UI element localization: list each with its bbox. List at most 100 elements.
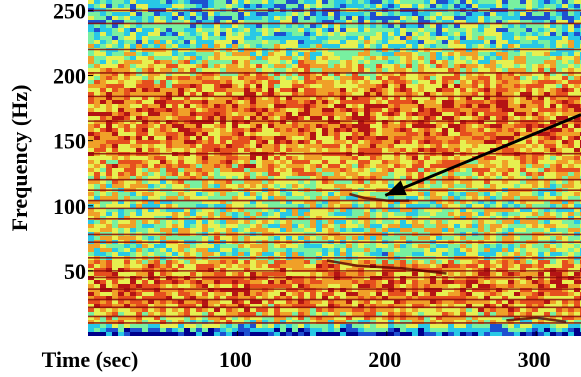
heatmap-cell xyxy=(268,220,274,224)
heatmap-cell xyxy=(232,24,238,28)
heatmap-cell xyxy=(88,180,94,184)
heatmap-cell xyxy=(262,28,268,32)
heatmap-cell xyxy=(214,228,220,232)
heatmap-cell xyxy=(418,164,424,168)
heatmap-cell xyxy=(382,24,388,28)
heatmap-cell xyxy=(526,12,532,16)
heatmap-cell xyxy=(154,84,160,88)
heatmap-cell xyxy=(130,164,136,168)
heatmap-cell xyxy=(508,156,514,160)
heatmap-cell xyxy=(562,44,568,48)
heatmap-cell xyxy=(232,184,238,188)
heatmap-cell xyxy=(112,144,118,148)
heatmap-cell xyxy=(124,124,130,128)
heatmap-cell xyxy=(352,128,358,132)
heatmap-cell xyxy=(340,148,346,152)
heatmap-cell xyxy=(118,100,124,104)
heatmap-cell xyxy=(574,24,580,28)
heatmap-cell xyxy=(382,224,388,228)
heatmap-cell xyxy=(286,112,292,116)
heatmap-cell xyxy=(100,136,106,140)
heatmap-cell xyxy=(268,104,274,108)
heatmap-cell xyxy=(532,112,538,116)
heatmap-cell xyxy=(244,180,250,184)
heatmap-cell xyxy=(556,184,562,188)
heatmap-cell xyxy=(292,172,298,176)
heatmap-cell xyxy=(100,168,106,172)
heatmap-cell xyxy=(388,32,394,36)
heatmap-cell xyxy=(370,56,376,60)
heatmap-cell xyxy=(208,84,214,88)
heatmap-cell xyxy=(136,228,142,232)
heatmap-cell xyxy=(442,164,448,168)
heatmap-cell xyxy=(184,148,190,152)
heatmap-cell xyxy=(448,80,454,84)
heatmap-cell xyxy=(286,136,292,140)
heatmap-cell xyxy=(358,144,364,148)
heatmap-cell xyxy=(346,0,352,4)
heatmap-cell xyxy=(388,60,394,64)
heatmap-cell xyxy=(274,16,280,20)
heatmap-cell xyxy=(250,44,256,48)
heatmap-cell xyxy=(130,116,136,120)
heatmap-cell xyxy=(292,160,298,164)
heatmap-cell xyxy=(196,108,202,112)
heatmap-cell xyxy=(514,44,520,48)
heatmap-cell xyxy=(196,12,202,16)
heatmap-cell xyxy=(388,28,394,32)
heatmap-cell xyxy=(352,52,358,56)
heatmap-cell xyxy=(364,200,370,204)
heatmap-cell xyxy=(268,4,274,8)
heatmap-cell xyxy=(100,12,106,16)
heatmap-cell xyxy=(352,168,358,172)
heatmap-cell xyxy=(142,160,148,164)
heatmap-cell xyxy=(352,64,358,68)
heatmap-cell xyxy=(340,224,346,228)
heatmap-cell xyxy=(274,28,280,32)
heatmap-cell xyxy=(88,44,94,48)
heatmap-cell xyxy=(106,24,112,28)
heatmap-cell xyxy=(172,120,178,124)
heatmap-cell xyxy=(340,4,346,8)
heatmap-cell xyxy=(514,32,520,36)
heatmap-cell xyxy=(274,68,280,72)
heatmap-cell xyxy=(478,100,484,104)
heatmap-cell xyxy=(418,44,424,48)
heatmap-cell xyxy=(352,164,358,168)
heatmap-cell xyxy=(382,52,388,56)
heatmap-cell xyxy=(124,204,130,208)
heatmap-cell xyxy=(574,192,580,196)
heatmap-cell xyxy=(574,116,580,120)
heatmap-cell xyxy=(238,60,244,64)
heatmap-cell xyxy=(340,44,346,48)
heatmap-cell xyxy=(370,40,376,44)
heatmap-cell xyxy=(178,24,184,28)
heatmap-cell xyxy=(346,124,352,128)
heatmap-cell xyxy=(178,84,184,88)
heatmap-cell xyxy=(226,204,232,208)
heatmap-cell xyxy=(442,128,448,132)
heatmap-cell xyxy=(94,140,100,144)
heatmap-cell xyxy=(544,192,550,196)
heatmap-cell xyxy=(532,204,538,208)
heatmap-cell xyxy=(172,44,178,48)
heatmap-cell xyxy=(310,144,316,148)
heatmap-cell xyxy=(484,40,490,44)
heatmap-cell xyxy=(202,204,208,208)
heatmap-cell xyxy=(244,76,250,80)
heatmap-cell xyxy=(190,32,196,36)
heatmap-cell xyxy=(208,60,214,64)
heatmap-cell xyxy=(238,116,244,120)
heatmap-cell xyxy=(244,20,250,24)
heatmap-cell xyxy=(388,16,394,20)
heatmap-cell xyxy=(226,44,232,48)
heatmap-cell xyxy=(526,28,532,32)
heatmap-cell xyxy=(568,0,574,4)
heatmap-cell xyxy=(436,120,442,124)
heatmap-cell xyxy=(298,180,304,184)
heatmap-cell xyxy=(562,220,568,224)
heatmap-cell xyxy=(550,92,556,96)
heatmap-cell xyxy=(508,164,514,168)
heatmap-cell xyxy=(316,144,322,148)
heatmap-cell xyxy=(442,120,448,124)
